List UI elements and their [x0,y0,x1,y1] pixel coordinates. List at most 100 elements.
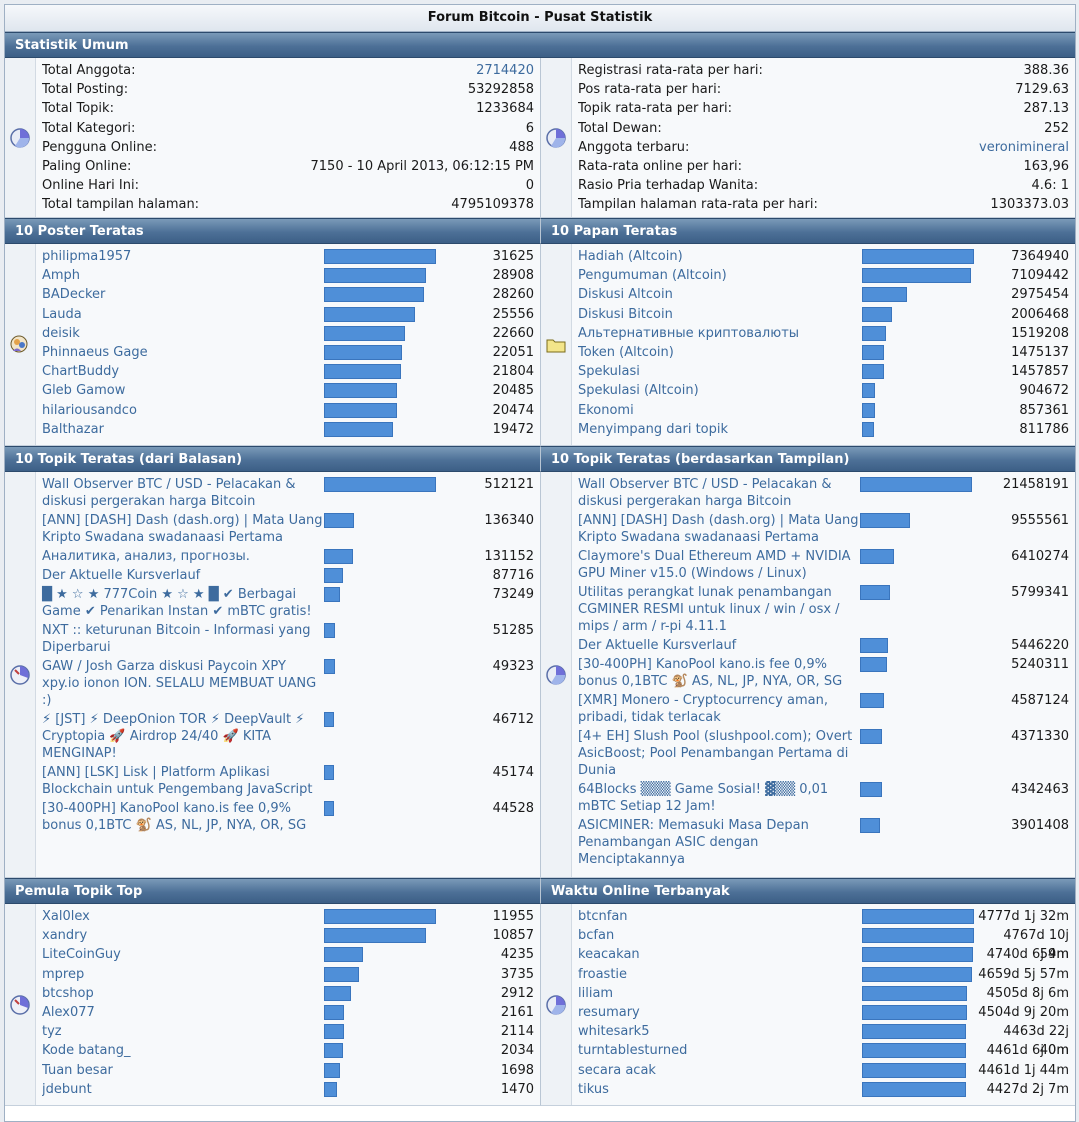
board-item-link[interactable]: Hadiah (Altcoin) [578,249,683,264]
value-text: 73249 [492,587,534,602]
stat-label: Rasio Pria terhadap Wanita: [578,178,759,194]
most-online-list: btcnfan 4777d 1j 32m bcfan 4767d 10j 59m kea… [572,904,1075,1105]
value-text: 28260 [492,287,534,303]
topic-item-link[interactable]: [XMR] Monero - Cryptocurrency aman, prib… [578,693,828,725]
topic-item-link[interactable]: Der Aktuelle Kursverlauf [578,638,737,653]
topic-item-link[interactable]: ⚡ [JST] ⚡ DeepOnion TOR ⚡ DeepVault ⚡ Cr… [42,712,305,761]
online-item-link[interactable]: secara acak [578,1062,656,1078]
topic-item-link[interactable]: 64Blocks ▒▒▒ Game Sosial! ▓▒▒ 0,01 mBTC … [578,782,829,814]
topic-item-link[interactable]: [ANN] [LSK] Lisk | Platform Aplikasi Blo… [42,765,313,797]
value-text: 21804 [492,364,534,380]
bar-track [860,511,972,528]
bar-track [324,926,436,945]
online-item-link[interactable]: froastie [578,966,628,982]
starter-item-link[interactable]: Xal0lex [42,909,90,924]
board-item-link[interactable]: Ekonomi [578,402,634,418]
value-text: 857361 [1019,402,1069,418]
topic-item-link[interactable]: Der Aktuelle Kursverlauf [42,568,201,583]
value-text: 1698 [500,1062,534,1078]
bar-track [862,247,974,266]
online-item-link[interactable]: turntablesturned [578,1043,688,1059]
topic-item-link[interactable]: [ANN] [DASH] Dash (dash.org) | Mata Uang… [42,513,323,545]
value-text: 4371330 [1011,729,1069,744]
bar-track [862,984,974,1003]
stat-value-link[interactable]: 2714420 [476,63,534,78]
poster-item-link[interactable]: deisik [42,325,80,341]
topic-item-link[interactable]: [ANN] [DASH] Dash (dash.org) | Mata Uang… [578,513,859,545]
stat-row: Total tampilan halaman: 4795109378 [42,195,534,214]
value-bar [862,421,874,437]
starter-item-link[interactable]: LiteCoinGuy [42,947,121,963]
bar-track [862,926,974,945]
value-bar [324,306,415,322]
starter-item-link[interactable]: tyz [42,1024,62,1040]
board-item-link[interactable]: Diskusi Altcoin [578,287,673,303]
poster-item-link[interactable]: Phinnaeus Gage [42,344,148,360]
topic-item-link[interactable]: Аналитика, анализ, прогнозы. [42,549,250,564]
poster-item-link[interactable]: ChartBuddy [42,364,120,380]
starter-item-link[interactable]: btcshop [42,985,94,1001]
topic-item-link[interactable]: NXT :: keturunan Bitcoin - Informasi yan… [42,623,311,655]
board-item-link[interactable]: Pengumuman (Altcoin) [578,268,727,284]
topic-item-link[interactable]: [4+ EH] Slush Pool (slushpool.com); Over… [578,729,853,778]
starter-item-link[interactable]: Kode batang_ [42,1043,131,1059]
poster-item-link[interactable]: Balthazar [42,421,104,437]
value-bar [324,1043,343,1059]
bar-track [862,401,974,420]
online-item-link[interactable]: whitesark5 [578,1024,650,1040]
general-left-list: Total Anggota: 2714420 Total Posting: 53292… [36,58,540,217]
topic-item-link[interactable]: ASICMINER: Memasuki Masa Depan Penambang… [578,818,809,867]
poster-item-link[interactable]: Gleb Gamow [42,383,126,399]
bar-track [862,362,974,381]
topic-item-link[interactable]: GAW / Josh Garza diskusi Paycoin XPY xpy… [42,659,317,708]
starter-item-link[interactable]: Tuan besar [42,1062,113,1078]
board-item-link[interactable]: Альтернативные криптовалюты [578,325,800,341]
stat-label: Topik rata-rata per hari: [578,101,733,117]
starter-item-link[interactable]: Alex077 [42,1004,95,1020]
starter-item-link[interactable]: xandry [42,928,88,944]
topic-item-link[interactable]: █ ★ ☆ ★ 777Coin ★ ☆ ★ █ ✔ Berbagai Game … [42,587,312,619]
value-text: 4505d 8j 6m [986,985,1069,1001]
poster-item-link[interactable]: hilariousandco [42,402,137,418]
board-item-link[interactable]: Token (Altcoin) [578,344,674,360]
poster-item-link[interactable]: BADecker [42,287,106,303]
topic-item: 64Blocks ▒▒▒ Game Sosial! ▓▒▒ 0,01 mBTC … [578,780,1069,816]
online-item: whitesark5 4463d 22j 40m [578,1022,1069,1058]
poster-item-link[interactable]: Lauda [42,306,82,322]
board-item-link[interactable]: Spekulasi [578,364,640,380]
value-text: 31625 [492,249,534,264]
stat-row: Total Kategori: 6 [42,119,534,138]
online-item-link[interactable]: tikus [578,1081,609,1097]
value-text: 2034 [500,1043,534,1059]
poster-item-link[interactable]: Amph [42,268,81,284]
topic-item-link[interactable]: Claymore's Dual Ethereum AMD + NVIDIA GP… [578,549,851,581]
stat-value-link[interactable]: veronimineral [979,139,1069,155]
bar-track [324,984,436,1003]
poster-item-link[interactable]: philipma1957 [42,249,132,264]
bar-track [862,324,974,343]
online-item-link[interactable]: liliam [578,985,614,1001]
starter-item-link[interactable]: jdebunt [42,1081,92,1097]
stat-row: Registrasi rata-rata per hari: 388.36 [578,61,1069,80]
topic-item-link[interactable]: Wall Observer BTC / USD - Pelacakan & di… [578,477,832,509]
users-icon [5,244,36,445]
stat-row: Topik rata-rata per hari: 287.13 [578,99,1069,118]
online-item-link[interactable]: keacakan [578,947,640,963]
stat-row: Pos rata-rata per hari: 7129.63 [578,80,1069,99]
board-item-link[interactable]: Diskusi Bitcoin [578,306,673,322]
online-item-link[interactable]: resumary [578,1004,640,1020]
value-bar [324,909,436,924]
topic-item-link[interactable]: [30-400PH] KanoPool kano.is fee 0,9% bon… [578,657,843,689]
online-item-link[interactable]: btcnfan [578,909,628,924]
topic-item-link[interactable]: [30-400PH] KanoPool kano.is fee 0,9% bon… [42,801,307,833]
value-bar [862,402,875,418]
topic-item-link[interactable]: Wall Observer BTC / USD - Pelacakan & di… [42,477,296,509]
value-bar [862,928,974,944]
topic-item-link[interactable]: Utilitas perangkat lunak penambangan CGM… [578,585,840,634]
board-item-link[interactable]: Spekulasi (Altcoin) [578,383,699,399]
stats-pie-icon [5,58,36,217]
online-item-link[interactable]: bcfan [578,928,615,944]
board-item-link[interactable]: Menyimpang dari topik [578,421,729,437]
starter-item-link[interactable]: mprep [42,966,85,982]
topics-icon [5,904,36,1105]
